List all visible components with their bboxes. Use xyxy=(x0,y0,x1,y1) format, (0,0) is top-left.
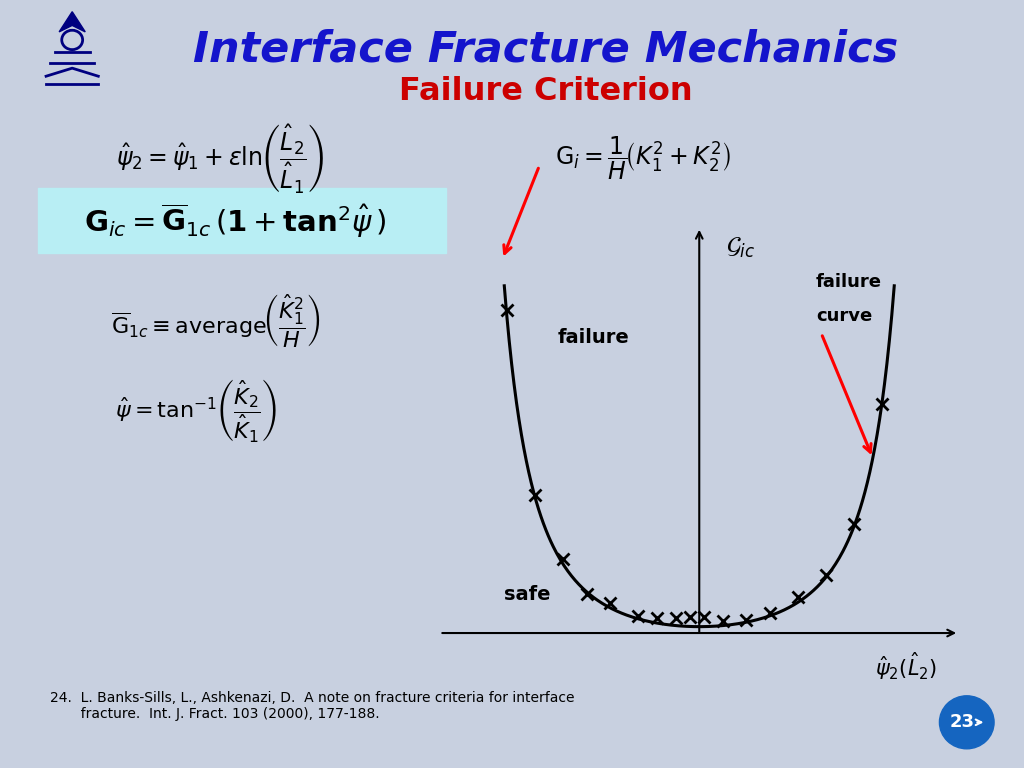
Text: safe: safe xyxy=(504,585,550,604)
FancyBboxPatch shape xyxy=(38,188,445,253)
Text: $\hat{\psi} = \tan^{-1}\!\left(\dfrac{\hat{K}_2}{\hat{K}_1}\right)$: $\hat{\psi} = \tan^{-1}\!\left(\dfrac{\h… xyxy=(115,377,276,444)
Text: $\overline{\mathrm{G}}_{1c} \equiv \mathrm{average}\!\left(\dfrac{\hat{K}_1^2}{H: $\overline{\mathrm{G}}_{1c} \equiv \math… xyxy=(111,292,321,349)
Text: $\mathcal{G}_{ic}$: $\mathcal{G}_{ic}$ xyxy=(726,236,755,260)
Text: $\hat{\psi}_2(\hat{L}_2)$: $\hat{\psi}_2(\hat{L}_2)$ xyxy=(874,650,937,682)
Text: failure: failure xyxy=(816,273,882,291)
Text: failure: failure xyxy=(557,328,629,347)
Text: $\mathbf{G}_{ic} = \overline{\mathbf{G}}_{1c}\,(\mathbf{1} + \mathbf{tan}^2\hat{: $\mathbf{G}_{ic} = \overline{\mathbf{G}}… xyxy=(84,201,386,240)
Text: 24.  L. Banks-Sills, L., Ashkenazi, D.  A note on fracture criteria for interfac: 24. L. Banks-Sills, L., Ashkenazi, D. A … xyxy=(50,691,574,721)
Text: Interface Fracture Mechanics: Interface Fracture Mechanics xyxy=(194,28,899,70)
Text: $\mathrm{G}_i = \dfrac{1}{H}\!\left(K_1^2 + K_2^2\right)$: $\mathrm{G}_i = \dfrac{1}{H}\!\left(K_1^… xyxy=(555,134,731,182)
Circle shape xyxy=(939,696,994,749)
Polygon shape xyxy=(59,12,85,32)
Text: Failure Criterion: Failure Criterion xyxy=(399,77,693,108)
Text: $\hat{\psi}_2 = \hat{\psi}_1 + \varepsilon \ln\!\left(\dfrac{\hat{L}_2}{\hat{L}_: $\hat{\psi}_2 = \hat{\psi}_1 + \varepsil… xyxy=(116,121,325,195)
Text: curve: curve xyxy=(816,306,872,325)
Text: 23: 23 xyxy=(950,713,975,731)
